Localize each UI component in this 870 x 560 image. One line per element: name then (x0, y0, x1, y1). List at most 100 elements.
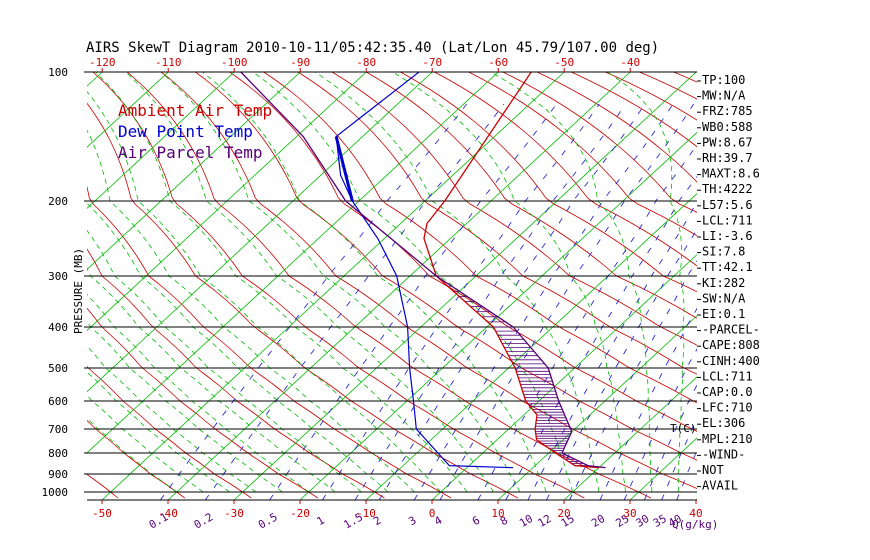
mixing-ratio-tick-label: 1 (315, 514, 327, 529)
legend-entry: Ambient Air Temp (118, 101, 272, 120)
top-temp-tick-label: -110 (155, 56, 182, 69)
chart-legend: Ambient Air Temp Dew Point Temp Air Parcel… (118, 101, 272, 162)
dry-adiabat-line (331, 72, 697, 346)
bottom-temp-tick-label: 0 (429, 507, 436, 520)
mixing-ratio-tick-label: 25 (613, 512, 631, 530)
bottom-temp-tick-label: 20 (557, 507, 570, 520)
top-temp-tick-label: -100 (221, 56, 248, 69)
moist-adiabat-line (87, 129, 415, 493)
top-temp-tick-label: -80 (356, 56, 376, 69)
mixing-ratio-tick-label: 0.5 (256, 510, 280, 531)
top-temp-tick-label: -60 (488, 56, 508, 69)
moist-adiabat-line (87, 321, 283, 493)
pressure-tick-label: 400 (48, 321, 68, 334)
bottom-temp-tick-label: 40 (689, 507, 702, 520)
parcel-temp-line (240, 72, 606, 469)
bottom-temp-tick-label: -20 (290, 507, 310, 520)
index-line: PW:8.67 (702, 135, 753, 149)
moist-adiabat-line (87, 229, 362, 493)
top-temp-tick-label: -50 (554, 56, 574, 69)
mixing-ratio-tick-label: 15 (559, 512, 577, 530)
chart-title: AIRS SkewT Diagram 2010-10-11/05:42:35.4… (86, 40, 659, 56)
index-line: LCL:711 (702, 213, 753, 227)
mixing-ratio-line (269, 103, 557, 500)
index-line: -WIND- (702, 447, 745, 461)
dry-adiabat-line (297, 72, 697, 375)
mixing-ratio-tick-label: 20 (589, 512, 607, 530)
dry-adiabat-line (434, 72, 697, 267)
mixing-ratio-tick-label: 10 (517, 512, 535, 530)
pressure-tick-label: 100 (48, 66, 68, 79)
mixing-ratio-tick-label: 40 (666, 512, 684, 530)
mixing-ratio-tick-label: 3 (406, 514, 418, 529)
dry-adiabat-line (845, 72, 870, 498)
index-line: TH:4222 (702, 182, 753, 196)
pressure-tick-label: 900 (48, 468, 68, 481)
dry-adiabat-line (742, 72, 870, 498)
pressure-tick-label: 600 (48, 395, 68, 408)
dry-adiabat-line (502, 72, 697, 213)
mixing-ratio-tick-label: 12 (536, 512, 554, 530)
moist-adiabat-line (252, 72, 573, 493)
index-line: -PARCEL- (702, 323, 760, 337)
index-line: TT:42.1 (702, 260, 753, 274)
mixing-ratio-unit-label: Q(g/kg) (672, 518, 718, 531)
isotherm-line (762, 72, 870, 500)
isotherm-line (0, 72, 36, 500)
pressure-tick-label: 700 (48, 423, 68, 436)
index-line: EL:306 (702, 416, 745, 430)
cape-hatch-area (442, 280, 588, 467)
index-line: LCL:711 (702, 369, 753, 383)
index-line: EI:0.1 (702, 307, 745, 321)
dry-adiabat-line (0, 72, 51, 498)
index-line: TP:100 (702, 73, 745, 87)
dry-adiabat-line (87, 307, 319, 499)
top-temp-tick-label: -90 (290, 56, 310, 69)
mixing-ratio-line (354, 103, 626, 500)
moist-adiabat-line (95, 72, 468, 493)
mixing-ratio-line (159, 103, 468, 500)
dry-adiabat-line (536, 72, 697, 183)
mixing-ratio-line (439, 103, 694, 500)
mixing-ratio-line (569, 260, 697, 500)
axis-ticks (84, 68, 697, 504)
isotherm-line (87, 72, 433, 393)
index-line: CAPE:808 (702, 338, 760, 352)
bottom-temp-tick-label: -50 (92, 507, 112, 520)
pressure-tick-label: 200 (48, 195, 68, 208)
moist-adiabat-line (87, 345, 257, 493)
legend-entry: Air Parcel Temp (118, 143, 263, 162)
isotherm-line (431, 254, 697, 500)
isotherm-line (365, 192, 697, 500)
pressure-tick-label: 500 (48, 362, 68, 375)
moist-adiabat-line (87, 91, 441, 493)
pressure-tick-labels: 100 200 300 400 500 600 700 800 900 1000 (42, 66, 69, 499)
mixing-ratio-tick-label: 35 (651, 512, 669, 530)
mixing-ratio-line (527, 200, 697, 500)
moist-adiabat-line (160, 72, 521, 493)
moist-adiabat-line (757, 72, 854, 492)
index-line: LI:-3.6 (702, 229, 753, 243)
isotherm-line (87, 72, 367, 332)
isotherm-line (87, 72, 235, 209)
dry-adiabat-line (776, 72, 870, 498)
mixing-ratio-line (546, 228, 697, 500)
legend-entry: Dew Point Temp (118, 122, 253, 141)
dry-adiabat-line (92, 72, 585, 499)
index-line: MW:N/A (702, 89, 746, 103)
ambient-temp-line (423, 72, 599, 469)
dry-adiabat-line (87, 419, 185, 499)
moist-adiabat-line (87, 394, 204, 493)
bottom-temp-tick-label: -30 (224, 507, 244, 520)
moist-adiabat-line (202, 72, 547, 493)
mixing-ratio-line (204, 103, 505, 500)
pressure-tick-label: 300 (48, 270, 68, 283)
mixing-ratio-tick-label: 8 (498, 514, 510, 529)
isotherm-line (87, 72, 499, 454)
index-line: MPL:210 (702, 432, 753, 446)
index-line: RH:39.7 (702, 151, 753, 165)
pressure-tick-label: 1000 (42, 486, 69, 499)
dew-point-line (335, 72, 514, 469)
